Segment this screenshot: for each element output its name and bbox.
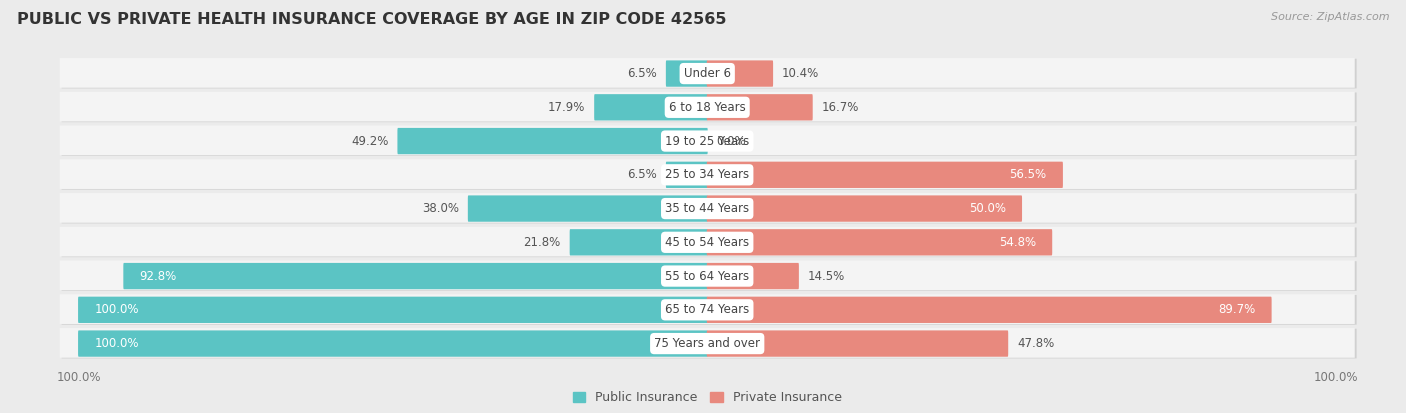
FancyBboxPatch shape — [124, 263, 707, 289]
Text: 16.7%: 16.7% — [821, 101, 859, 114]
FancyBboxPatch shape — [707, 229, 1052, 256]
FancyBboxPatch shape — [59, 92, 1355, 121]
FancyBboxPatch shape — [79, 297, 707, 323]
Text: 0.0%: 0.0% — [717, 135, 747, 147]
FancyBboxPatch shape — [707, 60, 773, 87]
FancyBboxPatch shape — [62, 59, 1357, 88]
Text: 35 to 44 Years: 35 to 44 Years — [665, 202, 749, 215]
Text: 6.5%: 6.5% — [627, 67, 657, 80]
Text: 100.0%: 100.0% — [94, 337, 139, 350]
FancyBboxPatch shape — [62, 295, 1357, 325]
Text: 47.8%: 47.8% — [1017, 337, 1054, 350]
Text: 49.2%: 49.2% — [352, 135, 388, 147]
FancyBboxPatch shape — [569, 229, 707, 256]
Text: 14.5%: 14.5% — [808, 270, 845, 282]
Text: Under 6: Under 6 — [683, 67, 731, 80]
FancyBboxPatch shape — [59, 58, 1355, 88]
Text: 45 to 54 Years: 45 to 54 Years — [665, 236, 749, 249]
FancyBboxPatch shape — [595, 94, 707, 121]
Text: 10.4%: 10.4% — [782, 67, 820, 80]
FancyBboxPatch shape — [79, 330, 707, 357]
FancyBboxPatch shape — [62, 261, 1357, 291]
FancyBboxPatch shape — [62, 160, 1357, 190]
FancyBboxPatch shape — [59, 261, 1355, 290]
Text: 38.0%: 38.0% — [422, 202, 458, 215]
Text: PUBLIC VS PRIVATE HEALTH INSURANCE COVERAGE BY AGE IN ZIP CODE 42565: PUBLIC VS PRIVATE HEALTH INSURANCE COVER… — [17, 12, 727, 27]
FancyBboxPatch shape — [62, 228, 1357, 257]
Legend: Public Insurance, Private Insurance: Public Insurance, Private Insurance — [568, 387, 846, 409]
FancyBboxPatch shape — [707, 94, 813, 121]
FancyBboxPatch shape — [59, 126, 1355, 155]
Text: 54.8%: 54.8% — [998, 236, 1036, 249]
FancyBboxPatch shape — [666, 161, 707, 188]
FancyBboxPatch shape — [59, 227, 1355, 256]
FancyBboxPatch shape — [468, 195, 707, 222]
Text: 89.7%: 89.7% — [1218, 303, 1256, 316]
FancyBboxPatch shape — [707, 330, 1008, 357]
FancyBboxPatch shape — [666, 60, 707, 87]
Text: 6.5%: 6.5% — [627, 169, 657, 181]
Text: 21.8%: 21.8% — [523, 236, 561, 249]
Text: 6 to 18 Years: 6 to 18 Years — [669, 101, 745, 114]
Text: 100.0%: 100.0% — [94, 303, 139, 316]
Text: 75 Years and over: 75 Years and over — [654, 337, 761, 350]
Text: 19 to 25 Years: 19 to 25 Years — [665, 135, 749, 147]
Text: 50.0%: 50.0% — [969, 202, 1005, 215]
Text: 56.5%: 56.5% — [1010, 169, 1046, 181]
FancyBboxPatch shape — [62, 329, 1357, 358]
FancyBboxPatch shape — [59, 159, 1355, 189]
FancyBboxPatch shape — [62, 194, 1357, 223]
Text: 92.8%: 92.8% — [139, 270, 177, 282]
FancyBboxPatch shape — [62, 126, 1357, 156]
FancyBboxPatch shape — [59, 328, 1355, 358]
Text: 55 to 64 Years: 55 to 64 Years — [665, 270, 749, 282]
Text: Source: ZipAtlas.com: Source: ZipAtlas.com — [1271, 12, 1389, 22]
FancyBboxPatch shape — [707, 161, 1063, 188]
Text: 25 to 34 Years: 25 to 34 Years — [665, 169, 749, 181]
FancyBboxPatch shape — [62, 93, 1357, 122]
FancyBboxPatch shape — [59, 294, 1355, 324]
FancyBboxPatch shape — [707, 297, 1271, 323]
FancyBboxPatch shape — [707, 195, 1022, 222]
FancyBboxPatch shape — [398, 128, 707, 154]
Text: 17.9%: 17.9% — [548, 101, 585, 114]
FancyBboxPatch shape — [59, 193, 1355, 223]
Text: 65 to 74 Years: 65 to 74 Years — [665, 303, 749, 316]
FancyBboxPatch shape — [707, 263, 799, 289]
